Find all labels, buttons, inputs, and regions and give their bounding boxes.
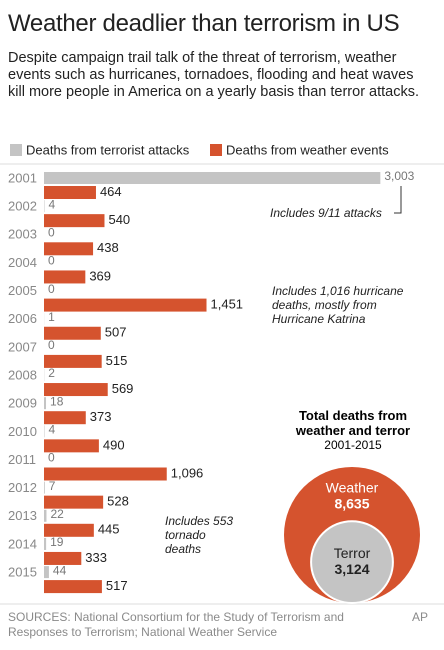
y-tick-label: 2003 [8, 227, 37, 242]
legend-swatch [10, 144, 22, 156]
y-tick-label: 2015 [8, 565, 37, 580]
legend-label: Deaths from weather events [226, 142, 389, 157]
bar [44, 467, 167, 481]
value-label: 1,451 [211, 297, 244, 312]
value-label: 464 [100, 184, 122, 199]
bar [44, 551, 82, 565]
y-tick-label: 2006 [8, 311, 37, 326]
circle-label: Weather [326, 480, 379, 496]
value-label: 517 [106, 578, 128, 593]
inset-title: Total deaths from weather and terror [295, 408, 411, 438]
bar [44, 354, 102, 368]
bar [44, 495, 104, 509]
bar [44, 214, 105, 228]
chart-subtitle: Despite campaign trail talk of the threa… [8, 50, 420, 100]
value-label: 18 [50, 394, 64, 408]
circle-label: Terror [334, 545, 371, 561]
value-label: 22 [50, 507, 64, 521]
bar [44, 383, 108, 397]
value-label: 4 [48, 197, 55, 211]
value-label: 19 [50, 535, 64, 549]
value-label: 44 [53, 563, 67, 577]
y-tick-label: 2005 [8, 283, 37, 298]
value-label: 3,003 [384, 169, 414, 183]
y-tick-label: 2011 [8, 452, 36, 467]
bar [44, 242, 94, 256]
value-label: 515 [106, 353, 128, 368]
bar [44, 326, 101, 340]
value-label: 2 [48, 366, 55, 380]
value-label: 1 [48, 310, 55, 324]
annotation: Includes 1,016 hurricane deaths, mostly … [272, 284, 404, 326]
y-tick-label: 2002 [8, 199, 37, 214]
value-label: 507 [105, 325, 127, 340]
bar [44, 509, 47, 522]
bar [44, 537, 47, 550]
value-label: 373 [90, 409, 112, 424]
bar [44, 580, 102, 594]
value-label: 0 [48, 338, 55, 352]
value-label: 569 [112, 381, 134, 396]
value-label: 7 [49, 479, 56, 493]
bar [44, 397, 47, 410]
y-tick-label: 2008 [8, 367, 37, 382]
value-label: 0 [48, 451, 55, 465]
annotation: Includes 9/11 attacks [270, 206, 382, 220]
credit: AP [412, 610, 429, 624]
bar [44, 411, 86, 425]
value-label: 0 [48, 282, 55, 296]
y-tick-label: 2012 [8, 480, 37, 495]
value-label: 369 [89, 268, 111, 283]
value-label: 528 [107, 494, 129, 509]
legend-label: Deaths from terrorist attacks [26, 142, 190, 157]
annotation: Includes 553 tornado deaths [165, 514, 234, 556]
value-label: 333 [85, 550, 107, 565]
y-tick-label: 2014 [8, 536, 37, 551]
value-label: 490 [103, 437, 125, 452]
circle-mark [310, 520, 394, 604]
bar [44, 566, 49, 579]
circle-value: 8,635 [334, 496, 369, 512]
value-label: 445 [98, 522, 120, 537]
bar [44, 523, 94, 537]
y-tick-label: 2013 [8, 508, 37, 523]
bar [44, 172, 381, 184]
bar [44, 298, 207, 312]
annotation-bracket [394, 186, 402, 214]
chart-title: Weather deadlier than terrorism in US [8, 10, 400, 37]
value-label: 540 [108, 212, 130, 227]
value-label: 4 [48, 423, 55, 437]
y-tick-label: 2007 [8, 339, 37, 354]
y-tick-label: 2004 [8, 255, 37, 270]
value-label: 438 [97, 240, 119, 255]
value-label: 0 [48, 254, 55, 268]
bar [44, 270, 86, 284]
inset-subtitle: 2001-2015 [324, 438, 382, 452]
bar [44, 439, 99, 453]
value-label: 0 [48, 225, 55, 239]
circle-value: 3,124 [334, 561, 369, 577]
bar [44, 481, 45, 494]
y-tick-label: 2010 [8, 424, 37, 439]
value-label: 1,096 [171, 465, 204, 480]
y-tick-label: 2001 [8, 170, 37, 185]
bar [44, 186, 96, 199]
y-tick-label: 2009 [8, 396, 37, 411]
legend-swatch [210, 144, 222, 156]
source: SOURCES: National Consortium for the Stu… [8, 610, 344, 639]
